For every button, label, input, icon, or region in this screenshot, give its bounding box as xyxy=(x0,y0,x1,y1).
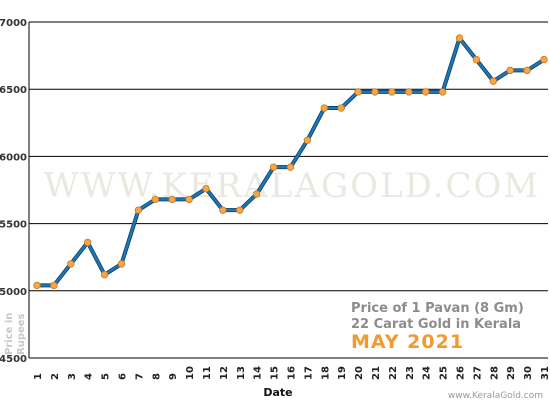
data-point-day-19 xyxy=(337,104,345,112)
data-point-day-25 xyxy=(438,88,447,96)
data-point-day-7 xyxy=(134,206,143,214)
x-tick-label: 7 xyxy=(134,373,145,380)
data-point-day-4 xyxy=(83,238,92,247)
series-line-shadow xyxy=(37,36,546,288)
x-tick-label: 23 xyxy=(405,366,416,380)
y-axis-ticks: 34500 35000 35500 36000 36500 37000 xyxy=(0,18,27,365)
x-tick-label: 27 xyxy=(472,366,483,380)
y-tick-label: 37000 xyxy=(0,18,27,29)
x-tick-label: 22 xyxy=(388,366,399,380)
credit-text: www.KeralaGold.com xyxy=(448,391,543,400)
price-series xyxy=(37,36,546,288)
y-tick-label: 35000 xyxy=(0,287,27,298)
data-point-day-30 xyxy=(523,66,531,75)
x-tick-label: 17 xyxy=(303,366,314,380)
y-tick-label: 35500 xyxy=(0,220,27,231)
x-tick-label: 26 xyxy=(456,366,467,380)
x-tick-label: 21 xyxy=(371,366,382,380)
data-point-day-26 xyxy=(455,34,464,42)
chart-title-month: MAY 2021 xyxy=(351,331,464,353)
y-axis-label-line-1: Price in xyxy=(4,313,15,355)
data-point-day-29 xyxy=(506,66,514,75)
x-tick-label: 19 xyxy=(337,366,348,380)
series-line xyxy=(37,36,545,287)
data-point-day-27 xyxy=(472,55,481,64)
watermark-text: WWW.KERALAGOLD.COM xyxy=(44,166,540,206)
data-point-day-2 xyxy=(50,281,58,290)
x-tick-label: 25 xyxy=(439,366,450,380)
data-point-day-31 xyxy=(540,55,548,64)
x-axis-label: Date xyxy=(263,386,292,399)
data-point-day-14 xyxy=(253,190,261,198)
data-point-day-5 xyxy=(100,270,109,279)
data-point-day-23 xyxy=(405,88,413,96)
data-point-day-15 xyxy=(269,163,278,171)
data-point-day-28 xyxy=(489,77,497,85)
y-tick-label: 36500 xyxy=(0,85,27,96)
x-tick-label: 4 xyxy=(84,373,95,380)
x-tick-label: 28 xyxy=(489,366,500,380)
chart-title-line-1: Price of 1 Pavan (8 Gm) xyxy=(351,301,524,316)
y-tick-label: 34500 xyxy=(0,354,27,365)
data-point-day-1 xyxy=(33,281,41,290)
data-point-day-24 xyxy=(422,88,430,96)
x-tick-label: 24 xyxy=(422,366,433,380)
x-tick-label: 8 xyxy=(151,373,162,380)
x-tick-label: 9 xyxy=(168,373,179,380)
data-point-day-18 xyxy=(320,104,328,112)
y-tick-label: 36000 xyxy=(0,152,27,163)
data-point-day-9 xyxy=(168,195,176,204)
x-tick-label: 16 xyxy=(287,366,298,380)
price-points xyxy=(33,34,548,290)
x-tick-label: 12 xyxy=(219,366,230,380)
y-axis-label-line-2: Rupees xyxy=(16,313,27,355)
x-tick-label: 20 xyxy=(354,366,365,380)
x-tick-label: 13 xyxy=(236,366,247,380)
x-tick-label: 29 xyxy=(506,366,517,380)
data-point-day-3 xyxy=(67,260,75,268)
x-tick-label: 1 xyxy=(33,373,44,380)
data-point-day-12 xyxy=(219,206,227,214)
data-point-day-17 xyxy=(303,136,312,144)
x-tick-label: 5 xyxy=(101,373,112,380)
x-tick-label: 14 xyxy=(253,366,264,380)
x-tick-label: 15 xyxy=(270,366,281,380)
data-point-day-10 xyxy=(185,195,193,204)
grid-lines xyxy=(29,21,548,359)
data-point-day-8 xyxy=(151,195,159,204)
data-point-day-6 xyxy=(117,260,126,268)
x-tick-label: 3 xyxy=(67,373,78,380)
data-point-day-22 xyxy=(388,88,396,96)
x-tick-label: 18 xyxy=(320,366,331,380)
data-point-day-21 xyxy=(371,88,379,96)
data-point-day-13 xyxy=(236,206,244,214)
x-tick-label: 6 xyxy=(118,373,129,380)
chart-title-line-2: 22 Carat Gold in Kerala xyxy=(351,317,521,332)
x-tick-label: 11 xyxy=(202,366,213,380)
data-point-day-16 xyxy=(286,163,295,171)
x-tick-label: 30 xyxy=(523,366,534,380)
x-axis-ticks: 1 2 3 4 5 6 7 8 9 10 11 12 13 14 15 16 17 18 19 20 21 22 23 24 2… xyxy=(33,366,550,380)
data-point-day-20 xyxy=(354,88,362,96)
x-tick-label: 31 xyxy=(540,366,550,380)
x-tick-label: 10 xyxy=(185,366,196,380)
data-point-day-11 xyxy=(202,184,210,193)
x-tick-label: 2 xyxy=(50,373,61,380)
